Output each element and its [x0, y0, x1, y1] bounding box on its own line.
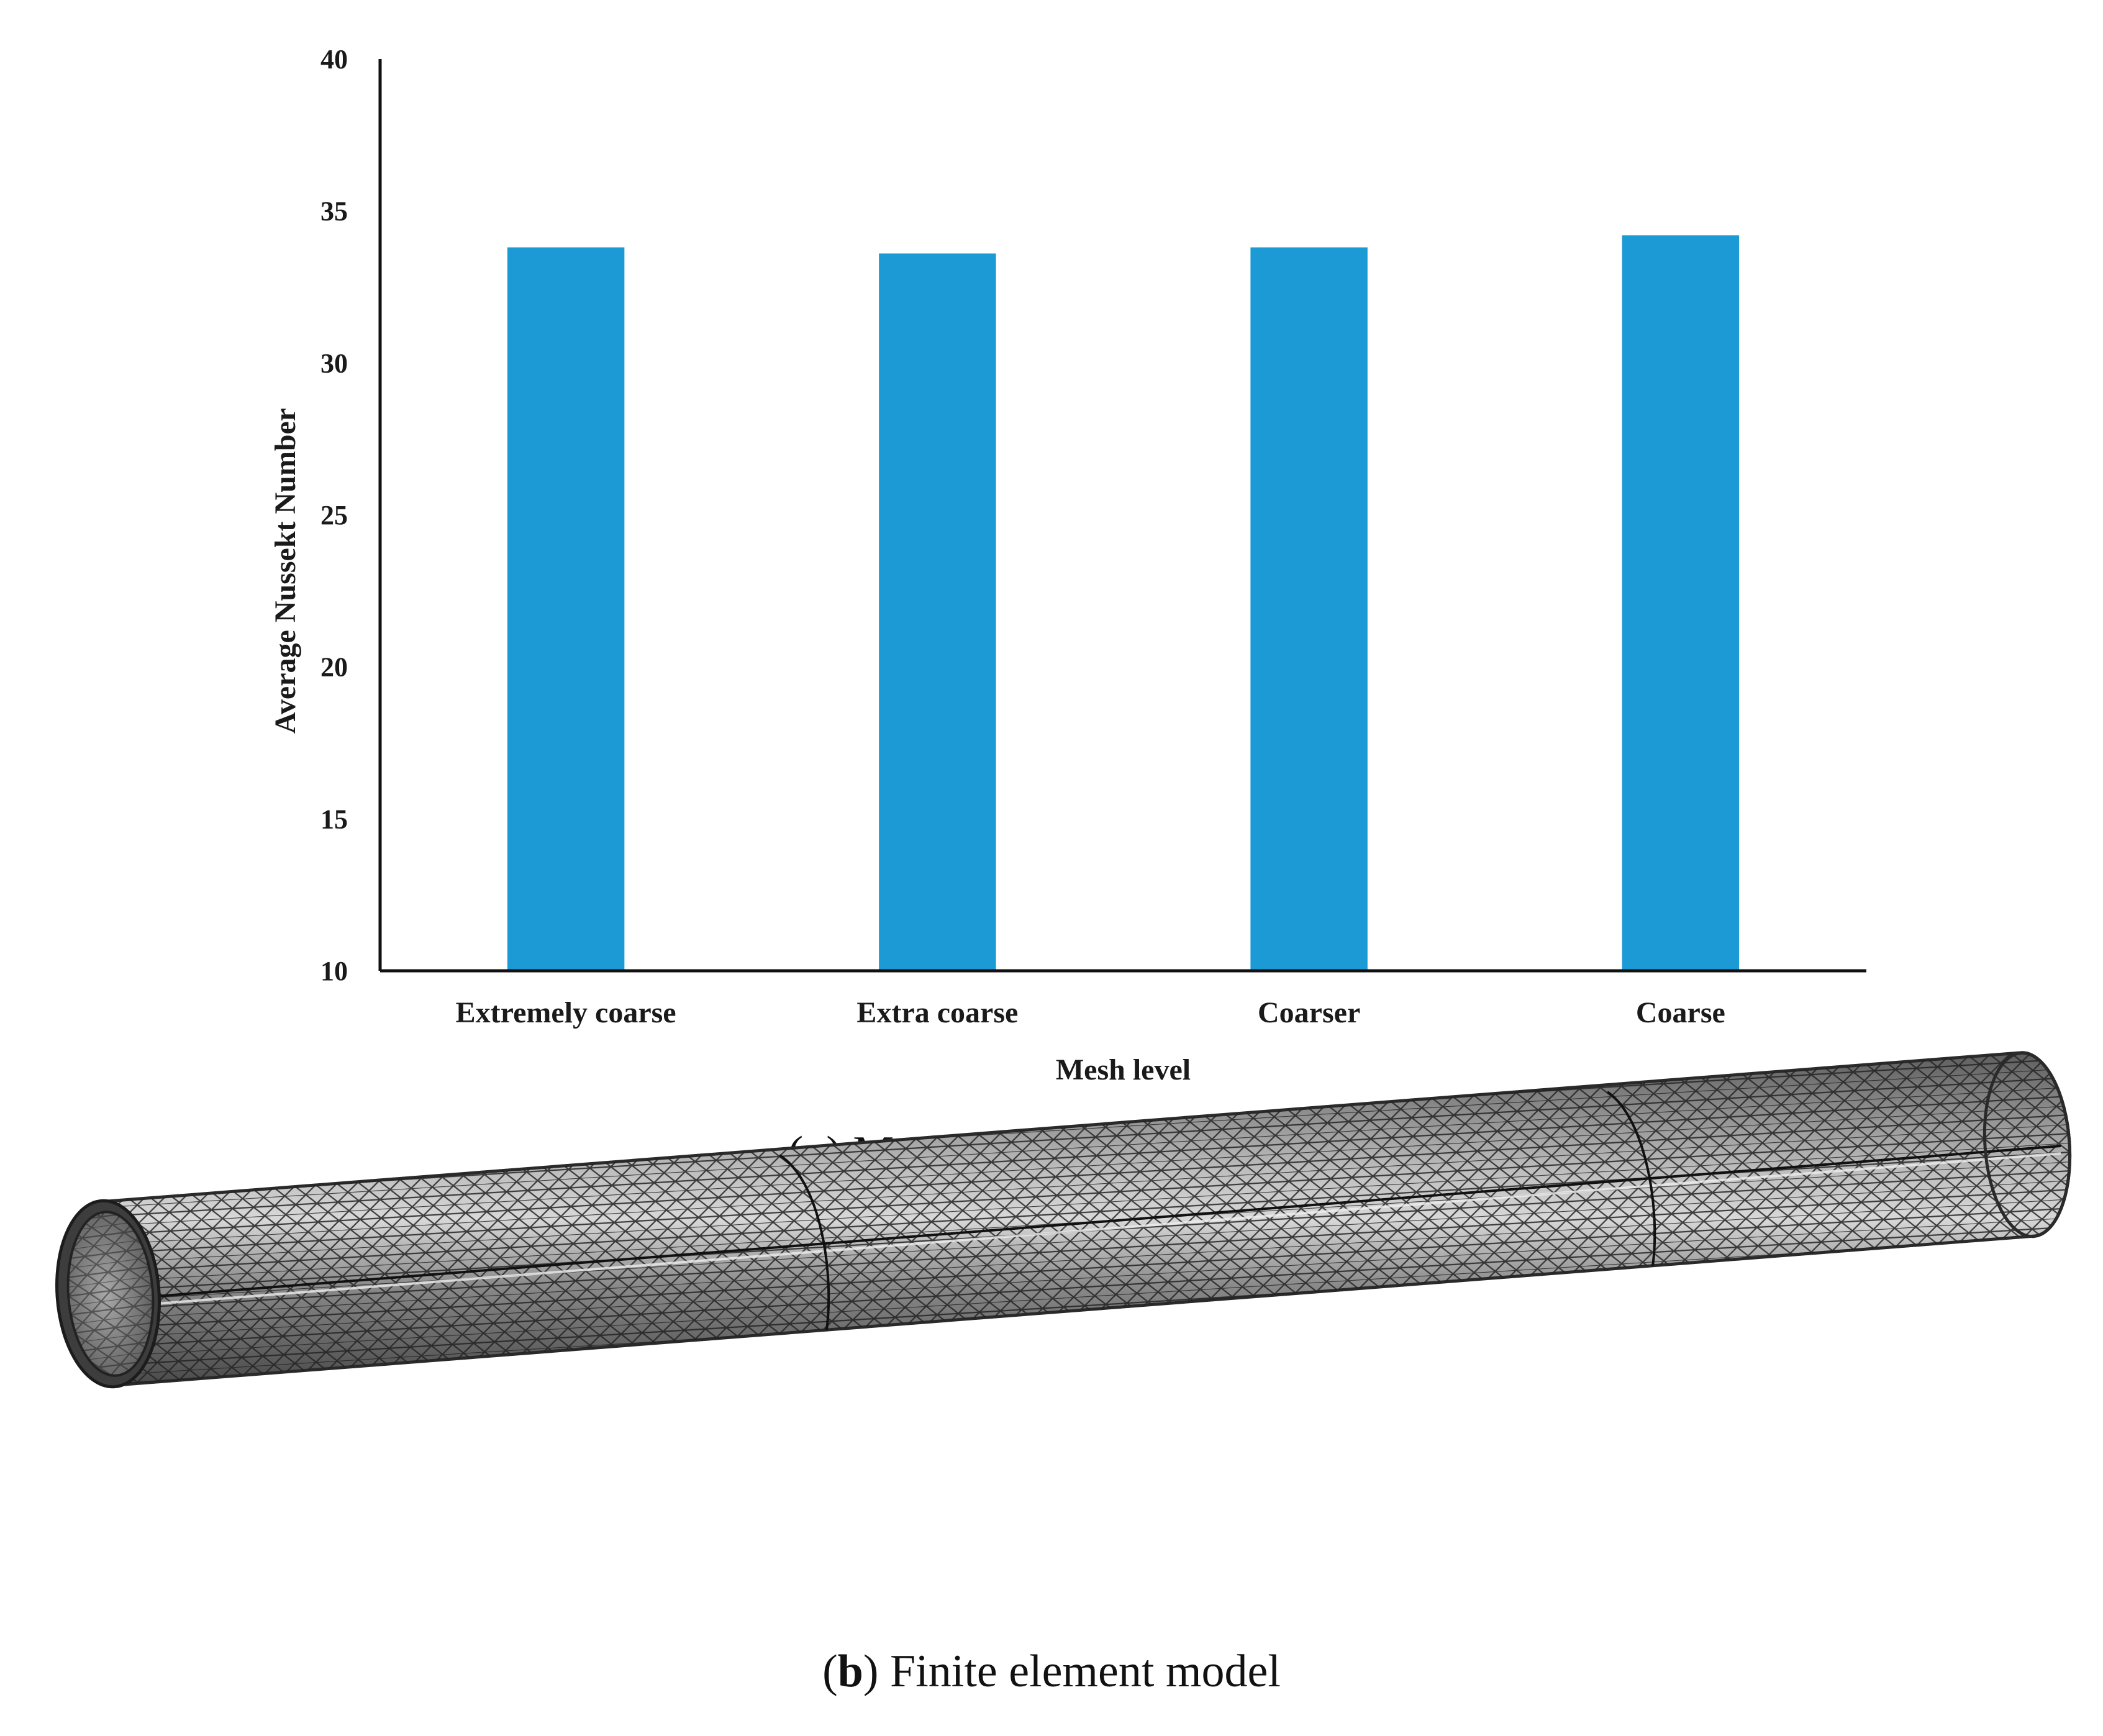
- bar-coarse: [1622, 235, 1740, 971]
- x-category-label: Extra coarse: [856, 996, 1018, 1029]
- y-tick-label: 40: [320, 44, 348, 75]
- y-tick-label: 10: [320, 956, 348, 986]
- y-tick-label: 25: [320, 500, 348, 530]
- bar-chart: 10 15 20 25 30 35 40 Extremely coarse Extra coa…: [269, 44, 1866, 1086]
- y-tick-label: 20: [320, 652, 348, 683]
- caption-b-letter: b: [838, 1646, 863, 1697]
- caption-b: (b) Finite element model: [822, 1646, 1281, 1697]
- caption-b-text: Finite element model: [890, 1646, 1281, 1697]
- y-tick-label: 35: [320, 196, 348, 227]
- y-tick-label: 15: [320, 804, 348, 834]
- y-axis-ticks: 10 15 20 25 30 35 40: [320, 44, 348, 986]
- x-category-label: Coarser: [1258, 996, 1360, 1029]
- x-axis-categories: Extremely coarse Extra coarse Coarser Coars…: [456, 996, 1725, 1029]
- x-category-label: Coarse: [1636, 996, 1725, 1029]
- bar-extremely-coarse: [507, 247, 625, 971]
- bars: [507, 235, 1740, 971]
- bar-extra-coarse: [879, 253, 996, 971]
- x-category-label: Extremely coarse: [456, 996, 676, 1029]
- y-axis-title: Average Nussekt Number: [269, 408, 302, 734]
- x-axis-title: Mesh level: [1056, 1053, 1191, 1086]
- bar-coarser: [1250, 247, 1368, 971]
- y-tick-label: 30: [320, 348, 348, 378]
